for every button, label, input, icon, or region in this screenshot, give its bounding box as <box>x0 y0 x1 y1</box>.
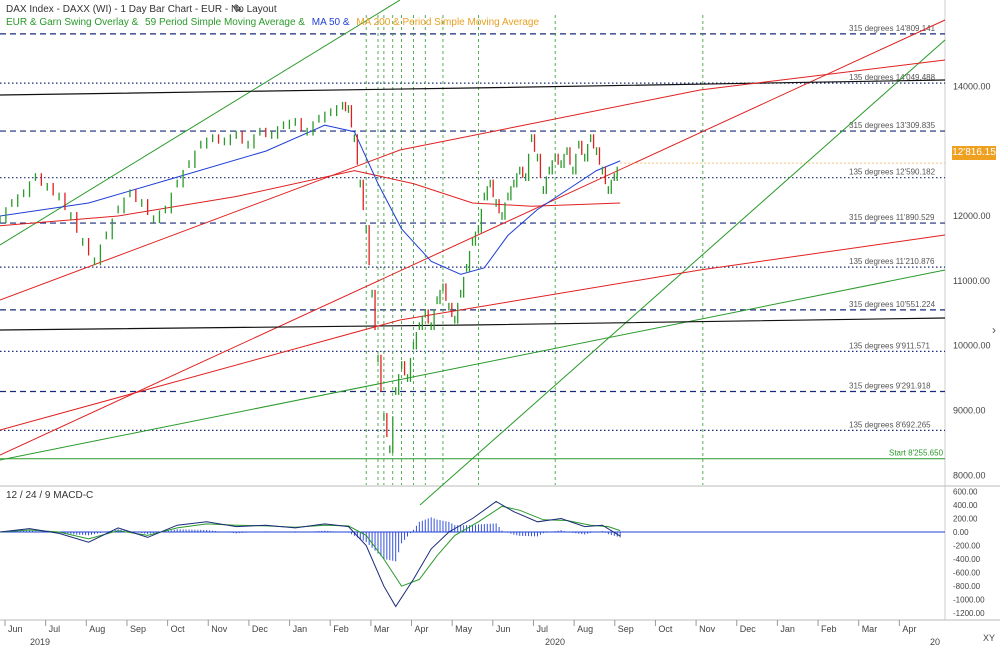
year-label: 2019 <box>30 637 50 647</box>
chart-title-bar: DAX Index - DAXX (WI) - 1 Day Bar Chart … <box>6 4 281 20</box>
month-label: Apr <box>415 624 429 634</box>
gann-green-diagonal-lower <box>0 269 946 461</box>
price-tick-label: 14000.00 <box>953 81 991 91</box>
month-label: Oct <box>171 624 186 634</box>
level-label: 315 degrees 14'809.141 <box>849 24 936 33</box>
year-label: 20 <box>930 637 940 647</box>
last-price-tag: 12'816.15 <box>952 146 996 160</box>
gann-red-flat <box>0 475 945 480</box>
month-label: Sep <box>130 624 146 634</box>
month-label: Mar <box>862 624 878 634</box>
month-label: Jan <box>293 624 308 634</box>
overlay-garn-label: EUR & Garn Swing Overlay & <box>6 17 139 28</box>
month-label: Nov <box>699 624 716 634</box>
overlay-ma50-label: MA 50 & <box>311 17 350 28</box>
overlay-ma200-label: MA 200 & Period Simple Moving Average <box>356 17 540 28</box>
macd-tick-label: -200.00 <box>953 542 981 551</box>
level-label: 135 degrees 12'590.182 <box>849 168 936 177</box>
month-label: Jun <box>8 624 23 634</box>
ma200-line <box>0 170 621 227</box>
macd-tick-label: 400.00 <box>953 501 978 510</box>
month-label: Jul <box>49 624 61 634</box>
macd-signal-line <box>0 505 621 587</box>
month-label: Jun <box>496 624 511 634</box>
price-tick-label: 9000.00 <box>953 405 986 415</box>
macd-tick-label: 0.00 <box>953 528 969 537</box>
level-label: 135 degrees 11'210.876 <box>849 257 935 266</box>
month-label: Feb <box>333 624 349 634</box>
chart-title: DAX Index - DAXX (WI) - 1 Day Bar Chart … <box>6 4 277 15</box>
gann-red-curve-upper <box>0 59 946 301</box>
edit-pencil-icon[interactable]: ✎ <box>233 2 244 16</box>
month-label: Feb <box>821 624 837 634</box>
month-label: Dec <box>740 624 757 634</box>
month-label: Nov <box>211 624 228 634</box>
macd-tick-label: 200.00 <box>953 514 978 523</box>
month-label: Oct <box>658 624 673 634</box>
macd-title: 12 / 24 / 9 MACD-C <box>6 490 94 501</box>
price-tick-label: 12000.00 <box>953 211 991 221</box>
price-tick-label: 10000.00 <box>953 341 991 351</box>
level-label: 135 degrees 8'692.265 <box>849 420 931 429</box>
macd-tick-label: -600.00 <box>953 569 981 578</box>
gann-red-curve-mid <box>0 234 946 431</box>
xy-toggle-button[interactable]: XY <box>983 633 996 643</box>
level-label: 315 degrees 11'890.529 <box>849 213 935 222</box>
overlay-ma59-label: 59 Period Simple Moving Average & <box>145 17 305 28</box>
macd-tick-label: -800.00 <box>953 582 981 591</box>
gann-red-diagonal <box>0 19 946 456</box>
month-label: Mar <box>374 624 390 634</box>
macd-tick-label: -1000.00 <box>953 596 985 605</box>
month-label: Jan <box>780 624 795 634</box>
month-label: Aug <box>89 624 105 634</box>
level-label: 315 degrees 9'291.918 <box>849 382 931 391</box>
level-label: 135 degrees 14'049.488 <box>849 73 936 82</box>
price-tick-label: 11000.00 <box>953 276 990 286</box>
overlay-legend: EUR & Garn Swing Overlay & 59 Period Sim… <box>6 17 543 33</box>
macd-tick-label: -400.00 <box>953 555 981 564</box>
gann-black-curve-lower <box>0 317 946 331</box>
month-label: May <box>455 624 473 634</box>
gann-green-diagonal-upper <box>0 0 401 246</box>
level-label: 135 degrees 9'911.571 <box>849 341 931 350</box>
macd-tick-label: -1200.00 <box>953 609 985 618</box>
start-line-label: Start 8'255.650 <box>889 449 944 458</box>
level-label: 315 degrees 13'309.835 <box>849 121 936 130</box>
price-tick-label: 8000.00 <box>953 470 986 480</box>
gann-black-curve-upper <box>0 79 946 96</box>
macd-tick-label: 600.00 <box>953 487 978 496</box>
macd-line <box>0 500 621 608</box>
month-label: Dec <box>252 624 269 634</box>
month-label: Sep <box>618 624 634 634</box>
month-label: Aug <box>577 624 593 634</box>
year-label: 2020 <box>545 637 565 647</box>
ma50-line <box>0 124 621 275</box>
month-label: Apr <box>902 624 916 634</box>
level-label: 315 degrees 10'551.224 <box>849 300 936 309</box>
month-label: Jul <box>536 624 548 634</box>
scroll-right-arrow-icon[interactable]: › <box>992 323 996 337</box>
